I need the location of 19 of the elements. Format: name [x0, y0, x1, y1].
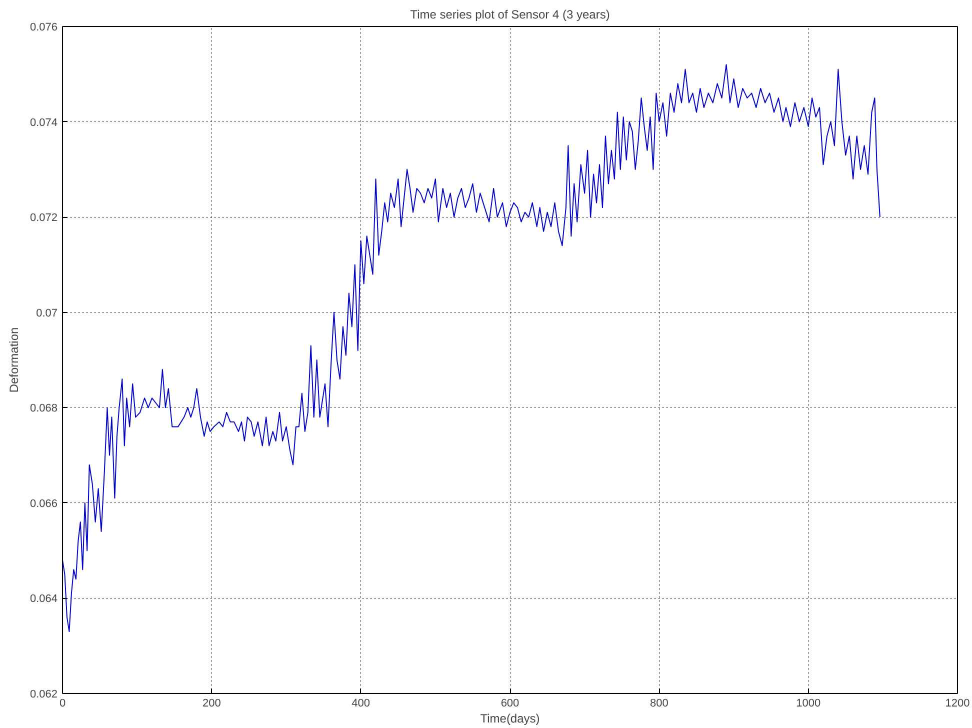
- y-tick-label: 0.072: [30, 212, 58, 224]
- y-tick-label: 0.074: [30, 116, 58, 129]
- x-tick-label: 400: [352, 698, 370, 710]
- x-tick-label: 1000: [796, 698, 821, 710]
- x-tick-label: 800: [650, 698, 668, 710]
- y-tick-label: 0.076: [30, 22, 58, 34]
- y-tick-label: 0.066: [30, 498, 58, 510]
- x-tick-label: 600: [500, 698, 520, 710]
- chart-title: Time series plot of Sensor 4 (3 years): [410, 8, 610, 22]
- y-tick-label: 0.064: [30, 593, 58, 606]
- x-tick-label: 200: [202, 698, 221, 710]
- x-tick-label: 1200: [945, 698, 970, 710]
- y-axis-title: Deformation: [6, 327, 21, 393]
- y-tick-label: 0.07: [36, 307, 58, 320]
- x-tick-label: 0: [59, 698, 66, 710]
- y-tick-label: 0.068: [30, 402, 58, 415]
- line-series: [62, 64, 880, 632]
- x-axis-title: Time(days): [480, 712, 540, 726]
- y-tick-label: 0.062: [30, 688, 58, 700]
